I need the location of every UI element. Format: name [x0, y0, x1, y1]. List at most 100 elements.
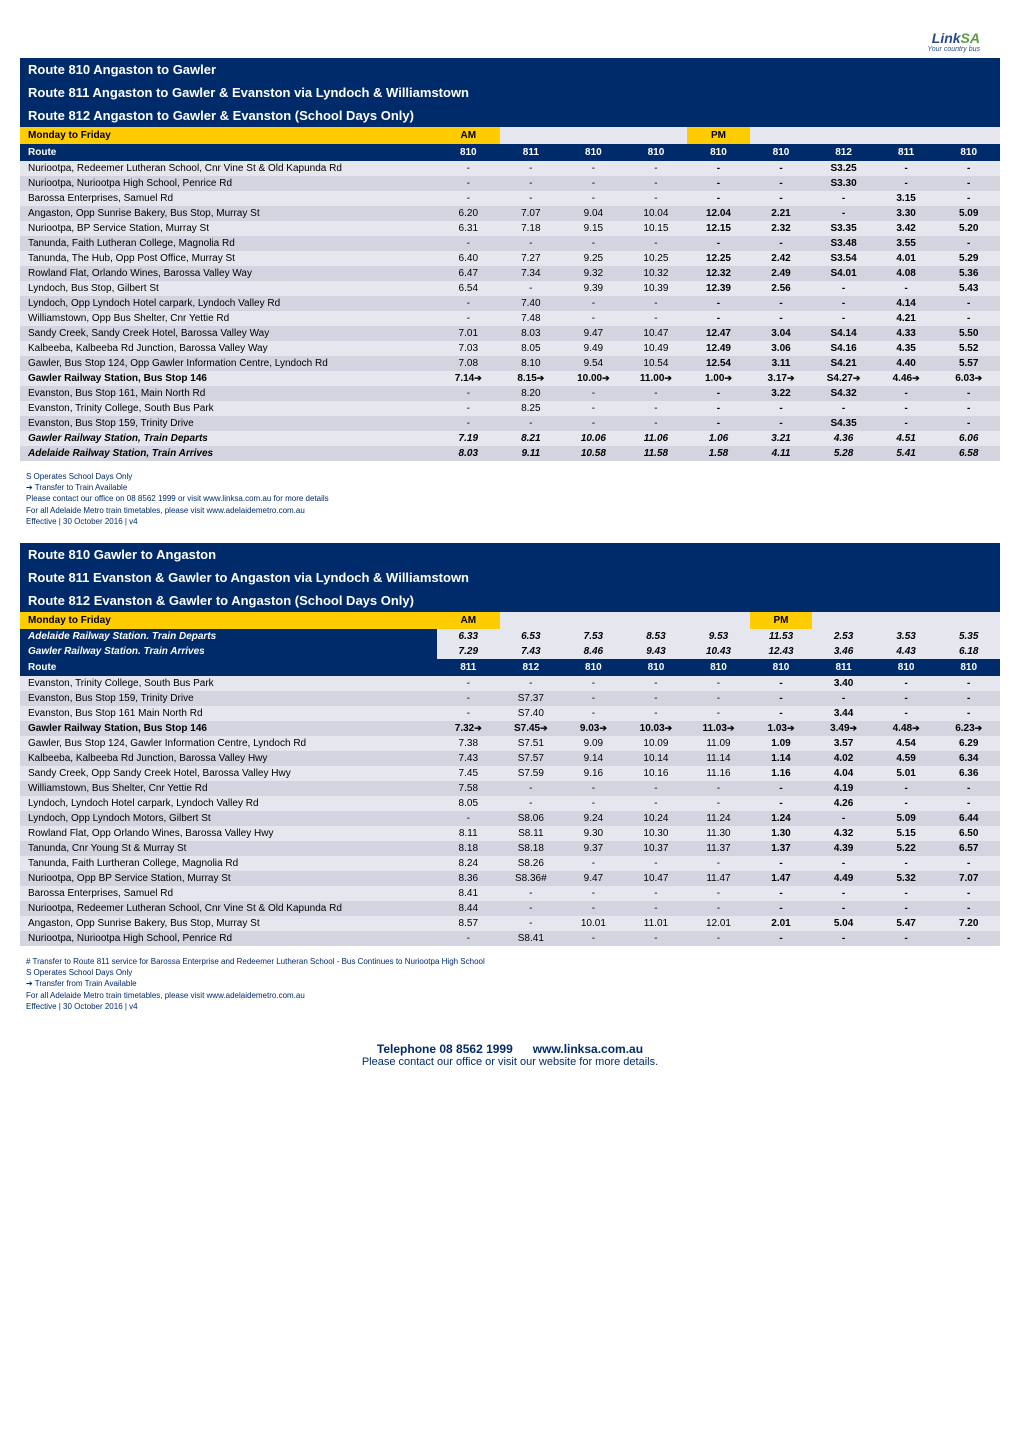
time-cell: - — [687, 856, 750, 871]
note-line: For all Adelaide Metro train timetables,… — [26, 990, 994, 1001]
stop-name: Tanunda, Cnr Young St & Murray St — [20, 841, 437, 856]
time-cell: - — [500, 796, 563, 811]
time-cell: 7.19 — [437, 431, 500, 446]
time-cell: - — [625, 401, 688, 416]
timetable-row: Evanston, Bus Stop 161 Main North Rd-S7.… — [20, 706, 1000, 721]
stop-name: Lyndoch, Lyndoch Hotel carpark, Lyndoch … — [20, 796, 437, 811]
stop-name: Angaston, Opp Sunrise Bakery, Bus Stop, … — [20, 206, 437, 221]
time-cell: - — [562, 706, 625, 721]
time-cell: S3.54 — [812, 251, 875, 266]
am-label: AM — [437, 612, 500, 629]
time-cell: 9.24 — [562, 811, 625, 826]
day-label: Monday to Friday — [20, 127, 437, 144]
stop-name: Rowland Flat, Opp Orlando Wines, Barossa… — [20, 826, 437, 841]
time-cell: - — [937, 796, 1000, 811]
time-cell: 8.18 — [437, 841, 500, 856]
route-header: Route 812 Evanston & Gawler to Angaston … — [20, 589, 1000, 612]
time-cell: 9.30 — [562, 826, 625, 841]
time-cell: 4.19 — [812, 781, 875, 796]
time-cell: 5.32 — [875, 871, 938, 886]
time-cell: - — [437, 296, 500, 311]
time-cell: - — [687, 676, 750, 691]
timetable-row: Kalbeeba, Kalbeeba Rd Junction, Barossa … — [20, 751, 1000, 766]
logo: LinkSA Your country bus — [20, 20, 1000, 58]
route-header: Route 811 Angaston to Gawler & Evanston … — [20, 81, 1000, 104]
time-cell: - — [500, 676, 563, 691]
time-cell: 9.32 — [562, 266, 625, 281]
time-cell: 4.26 — [812, 796, 875, 811]
timetable-row: Evanston, Trinity College, South Bus Par… — [20, 676, 1000, 691]
note-line: Effective | 30 October 2016 | v4 — [26, 1001, 994, 1012]
timetable-row: Evanston, Bus Stop 161, Main North Rd-8.… — [20, 386, 1000, 401]
time-cell: 9.16 — [562, 766, 625, 781]
time-cell: 7.20 — [937, 916, 1000, 931]
footer: Telephone 08 8562 1999 www.linksa.com.au… — [20, 1028, 1000, 1072]
time-cell: 10.06 — [562, 431, 625, 446]
route-number: 811 — [437, 659, 500, 676]
time-cell: - — [875, 706, 938, 721]
time-cell: 6.57 — [937, 841, 1000, 856]
stop-name: Tanunda, Faith Lutheran College, Magnoli… — [20, 236, 437, 251]
stop-name: Kalbeeba, Kalbeeba Rd Junction, Barossa … — [20, 751, 437, 766]
time-cell: - — [437, 416, 500, 431]
time-cell: 9.49 — [562, 341, 625, 356]
time-cell: - — [687, 386, 750, 401]
time-cell: - — [687, 781, 750, 796]
timetable: Monday to FridayAMPMRoute810811810810810… — [20, 127, 1000, 461]
time-cell: - — [437, 191, 500, 206]
time-cell: 11.14 — [687, 751, 750, 766]
time-cell: - — [875, 401, 938, 416]
stop-name: Nuriootpa, Redeemer Lutheran School, Cnr… — [20, 161, 437, 176]
time-cell: 7.40 — [500, 296, 563, 311]
time-cell: 10.25 — [625, 251, 688, 266]
time-cell: 10.47 — [625, 326, 688, 341]
time-cell: - — [437, 706, 500, 721]
route-number: 810 — [562, 659, 625, 676]
time-cell: S7.45 — [500, 721, 563, 736]
note-line: ➔ Transfer from Train Available — [26, 978, 994, 989]
timetable-row: Rowland Flat, Orlando Wines, Barossa Val… — [20, 266, 1000, 281]
time-cell: S7.40 — [500, 706, 563, 721]
time-cell: 7.43 — [437, 751, 500, 766]
logo-tagline: Your country bus — [20, 46, 980, 53]
time-cell: - — [625, 901, 688, 916]
time-cell: 4.35 — [875, 341, 938, 356]
time-cell: - — [687, 901, 750, 916]
time-cell: - — [875, 281, 938, 296]
time-cell: 6.36 — [937, 766, 1000, 781]
train-connection-row: Adelaide Railway Station. Train Departs6… — [20, 629, 1000, 644]
time-cell: 6.54 — [437, 281, 500, 296]
time-cell: 4.11 — [750, 446, 813, 461]
time-cell: - — [750, 931, 813, 946]
timetable-row: Gawler Railway Station, Bus Stop 1467.32… — [20, 721, 1000, 736]
time-cell: - — [937, 386, 1000, 401]
timetable-row: Tanunda, Faith Lurtheran College, Magnol… — [20, 856, 1000, 871]
time-cell: - — [500, 176, 563, 191]
time-cell: S8.11 — [500, 826, 563, 841]
time-cell: 8.24 — [437, 856, 500, 871]
time-cell: - — [937, 161, 1000, 176]
time-cell: 10.37 — [625, 841, 688, 856]
time-cell: 5.29 — [937, 251, 1000, 266]
time-cell: - — [625, 796, 688, 811]
time-cell: 4.49 — [812, 871, 875, 886]
time-cell: 9.47 — [562, 871, 625, 886]
time-cell: S4.35 — [812, 416, 875, 431]
time-cell: 2.01 — [750, 916, 813, 931]
stop-name: Nuriootpa, Opp BP Service Station, Murra… — [20, 871, 437, 886]
time-cell: - — [750, 856, 813, 871]
time-cell: 8.20 — [500, 386, 563, 401]
time-cell: 6.23 — [937, 721, 1000, 736]
time-cell: - — [687, 191, 750, 206]
timetable-row: Tanunda, The Hub, Opp Post Office, Murra… — [20, 251, 1000, 266]
time-cell: 11.09 — [687, 736, 750, 751]
timetable-row: Tanunda, Faith Lutheran College, Magnoli… — [20, 236, 1000, 251]
timetable-row: Tanunda, Cnr Young St & Murray St8.18S8.… — [20, 841, 1000, 856]
time-cell: - — [437, 676, 500, 691]
time-cell: - — [875, 796, 938, 811]
time-cell: 4.32 — [812, 826, 875, 841]
footer-note: Please contact our office or visit our w… — [20, 1056, 1000, 1068]
time-cell: 8.44 — [437, 901, 500, 916]
time-cell: 7.18 — [500, 221, 563, 236]
time-cell: - — [625, 706, 688, 721]
